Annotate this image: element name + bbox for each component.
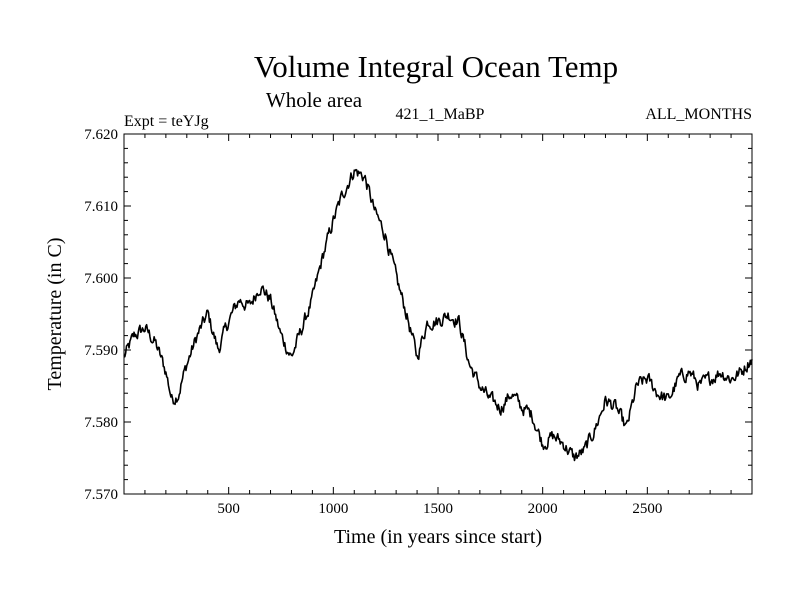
y-tick-label: 7.570 (84, 487, 118, 503)
y-tick-label: 7.590 (84, 343, 118, 359)
y-tick-label: 7.610 (84, 199, 118, 215)
series-layer (123, 168, 753, 462)
x-tick-label: 500 (217, 501, 240, 517)
plot-frame (123, 133, 753, 495)
x-tick-label: 1500 (423, 501, 453, 517)
y-axis: 7.570 7.580 7.590 7.600 7.610 7.620 (84, 127, 752, 503)
y-tick-label: 7.600 (84, 271, 118, 287)
chart-subtitle: Whole area (266, 88, 363, 112)
series-line (123, 168, 753, 462)
experiment-label: Expt = teYJg (124, 113, 209, 130)
x-axis-label: Time (in years since start) (334, 526, 542, 548)
x-tick-label: 2500 (632, 501, 662, 517)
chart-title: Volume Integral Ocean Temp (254, 49, 618, 84)
y-axis-label: Temperature (in C) (44, 238, 66, 391)
x-axis: 500 1000 1500 2000 2500 (144, 134, 732, 517)
x-tick-label: 2000 (528, 501, 558, 517)
x-tick-label: 1000 (318, 501, 348, 517)
months-label: ALL_MONTHS (645, 106, 752, 123)
run-label: 421_1_MaBP (396, 106, 485, 123)
y-tick-label: 7.580 (84, 415, 118, 431)
y-tick-label: 7.620 (84, 127, 118, 143)
